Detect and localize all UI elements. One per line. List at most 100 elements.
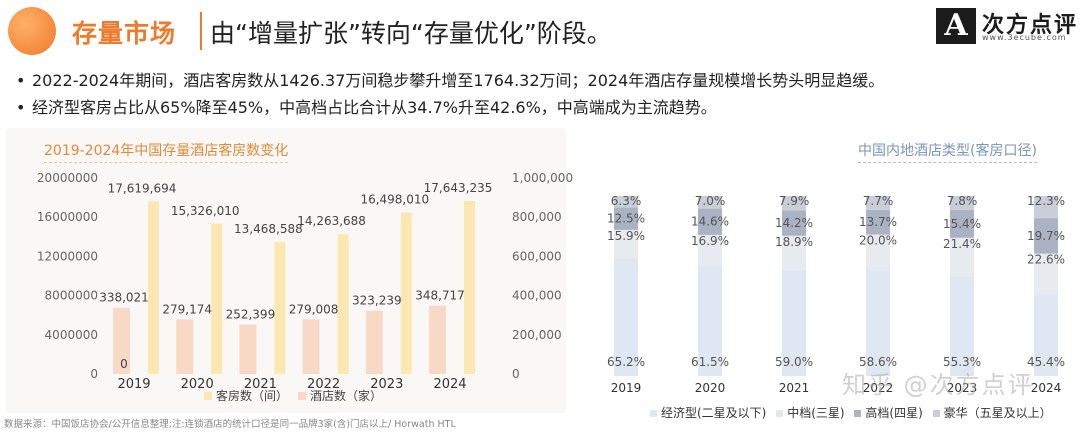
rooms-data-label: 15,326,010: [171, 204, 240, 218]
stack-segment: [614, 229, 638, 259]
hotels-data-label: 348,717: [415, 289, 465, 303]
hotels-data-label: 279,008: [289, 302, 339, 316]
stack-segment: [866, 196, 890, 210]
stack-data-label: 22.6%: [1027, 253, 1065, 267]
rooms-data-label: 13,468,588: [234, 222, 303, 236]
stack-segment: [782, 235, 806, 270]
stack-data-label: 65.2%: [607, 355, 645, 369]
rooms-data-label: 16,498,010: [360, 192, 429, 206]
x-axis-tick: 2022: [307, 377, 340, 392]
legend-label: 中档(三星): [787, 406, 845, 420]
legend-label: 经济型(二星及以下): [661, 406, 767, 420]
rooms-bar: [211, 223, 223, 374]
legend-label: 豪华（五星及以上）: [943, 406, 1052, 420]
stack-data-label: 7.0%: [695, 194, 726, 208]
brand-url: www.3ecube.com: [982, 33, 1067, 42]
rooms-bar: [337, 234, 349, 374]
stack-segment: [866, 209, 890, 235]
stack-data-label: 15.4%: [943, 217, 981, 231]
rooms-data-label: 14,263,688: [297, 214, 366, 228]
stack-data-label: 13.7%: [859, 215, 897, 229]
y-axis-left-tick: 8000000: [45, 289, 98, 303]
legend-item-upscale: 高档(四星): [854, 404, 923, 421]
stack-segment: [782, 210, 806, 236]
page-subtitle: 由“增量扩张”转向“存量优化”阶段。: [210, 19, 612, 48]
y-axis-right-tick: 200,000: [512, 328, 562, 342]
bullet-text: 经济型客房占比从65%降至45%，中高档占比合计从34.7%升至42.6%，中高…: [32, 98, 717, 117]
right-chart-title: 中国内地酒店类型(客房口径): [858, 140, 1037, 163]
stack-data-label: 7.7%: [863, 194, 894, 208]
right-chart-legend: 经济型(二星及以下) 中档(三星) 高档(四星) 豪华（五星及以上）: [650, 404, 1080, 422]
stack-segment: [866, 234, 890, 271]
hotels-bar: [176, 319, 194, 374]
stack-segment: [950, 196, 974, 211]
y-axis-right-tick: 600,000: [512, 249, 562, 263]
x-axis-tick: 2020: [181, 377, 214, 392]
left-chart-title: 2019-2024年中国存量酒店客房数变化: [44, 140, 289, 163]
legend-item-economy: 经济型(二星及以下): [650, 404, 766, 421]
x-axis-tick: 2019: [611, 381, 642, 395]
stack-data-label: 7.9%: [779, 194, 810, 208]
hotels-bar: [302, 319, 320, 374]
legend-item-midscale: 中档(三星): [776, 404, 845, 421]
x-axis-tick: 2023: [947, 381, 978, 395]
x-axis-tick: 2022: [863, 381, 894, 395]
stack-data-label: 12.3%: [1027, 194, 1065, 208]
stack-segment: [1034, 218, 1058, 254]
legend-swatch: [204, 392, 212, 400]
rooms-bar: [148, 201, 159, 374]
y-axis-left-tick: 12000000: [37, 249, 98, 263]
x-axis-tick: 2021: [244, 377, 277, 392]
page-title: 存量市场: [72, 19, 177, 48]
stack-segment: [950, 276, 974, 376]
legend-swatch: [776, 410, 784, 417]
stack-segment: [782, 196, 806, 211]
bullet-item: • 经济型客房占比从65%降至45%，中高档占比合计从34.7%升至42.6%，中…: [16, 94, 1076, 121]
hotels-data-label: 323,239: [352, 294, 402, 308]
legend-item-luxury: 豪华（五星及以上）: [932, 404, 1052, 421]
legend-swatch: [650, 410, 657, 417]
zero-label: 0: [120, 357, 128, 371]
stack-segment: [614, 196, 638, 208]
bullet-list: • 2022-2024年期间，酒店客房数从1426.37万间稳步攀升增至1764.…: [16, 67, 1076, 121]
stack-data-label: 20.0%: [859, 234, 897, 248]
stack-data-label: 16.9%: [691, 234, 729, 248]
stack-data-label: 58.6%: [859, 355, 897, 369]
y-axis-left-tick: 0: [90, 367, 98, 381]
rooms-bar: [464, 201, 475, 374]
hotels-bar: [239, 324, 257, 374]
x-axis-tick: 2020: [695, 381, 726, 395]
hotels-data-label: 252,399: [226, 308, 276, 322]
stack-data-label: 18.9%: [775, 235, 813, 249]
stack-segment: [614, 258, 638, 376]
hotels-bar: [429, 305, 446, 374]
stack-data-label: 12.5%: [607, 212, 645, 226]
stack-data-label: 15.9%: [607, 229, 645, 243]
stack-segment: [1034, 253, 1058, 295]
stack-data-label: 19.7%: [1027, 229, 1065, 243]
rooms-bar: [400, 212, 412, 374]
stack-segment: [782, 269, 806, 376]
logo-icon: [8, 7, 56, 55]
y-axis-left-tick: 20000000: [37, 171, 98, 185]
stack-segment: [698, 208, 722, 235]
stack-segment: [698, 265, 722, 376]
bullet-text: 2022-2024年期间，酒店客房数从1426.37万间稳步攀升增至1764.3…: [32, 71, 885, 90]
brand-name: 次方点评: [982, 13, 1079, 38]
stack-data-label: 59.0%: [775, 355, 813, 369]
y-axis-right-tick: 0: [512, 367, 520, 381]
hotels-data-label: 338,021: [99, 291, 149, 305]
stack-data-label: 14.6%: [691, 215, 729, 229]
hotels-data-label: 279,174: [162, 302, 212, 316]
legend-swatch: [932, 410, 940, 417]
stack-segment: [1034, 294, 1058, 376]
stack-segment: [614, 207, 638, 230]
legend-label: 酒店数（家）: [310, 388, 382, 403]
hotels-bar: [365, 310, 383, 374]
stack-data-label: 14.2%: [775, 216, 813, 230]
x-axis-tick: 2023: [370, 377, 403, 392]
stack-data-label: 21.4%: [943, 237, 981, 251]
stack-segment: [698, 196, 722, 209]
